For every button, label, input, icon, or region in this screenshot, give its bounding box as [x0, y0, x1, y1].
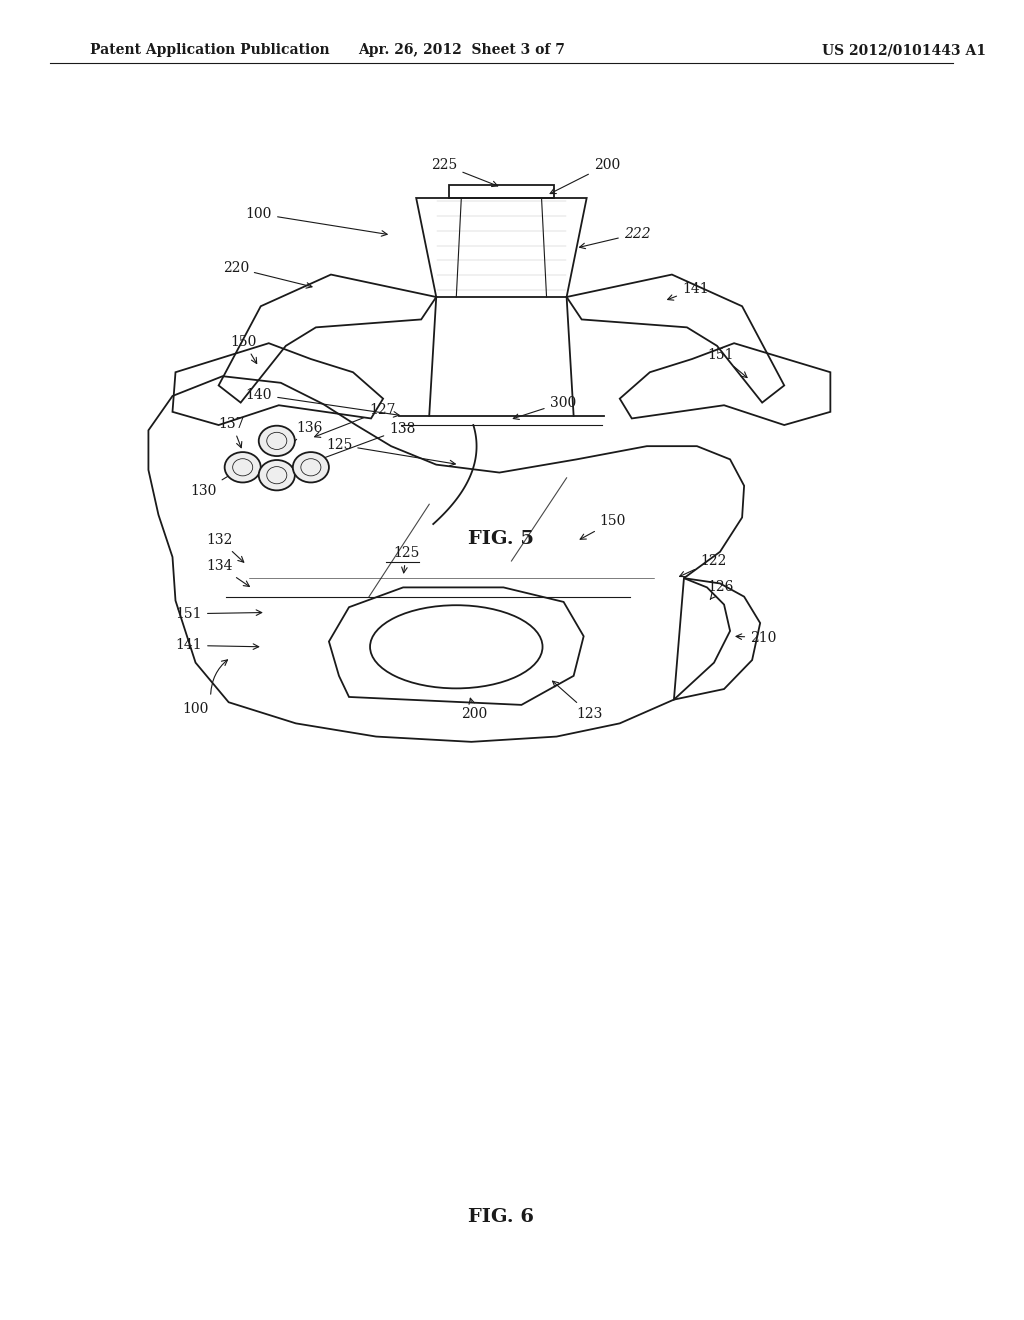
Text: FIG. 6: FIG. 6	[468, 1208, 535, 1226]
Text: 125: 125	[393, 546, 420, 573]
Text: 136: 136	[280, 421, 323, 455]
Text: 123: 123	[553, 681, 603, 721]
Text: Patent Application Publication: Patent Application Publication	[90, 44, 330, 57]
Text: 222: 222	[580, 227, 650, 248]
Text: 134: 134	[207, 560, 250, 586]
Ellipse shape	[224, 451, 261, 483]
Text: US 2012/0101443 A1: US 2012/0101443 A1	[822, 44, 986, 57]
Text: 127: 127	[314, 404, 395, 437]
Text: 138: 138	[316, 422, 416, 461]
Text: 130: 130	[190, 470, 240, 498]
Text: 220: 220	[222, 261, 312, 288]
Text: 122: 122	[680, 554, 726, 577]
Text: 140: 140	[246, 388, 399, 417]
Ellipse shape	[259, 461, 295, 490]
Text: Apr. 26, 2012  Sheet 3 of 7: Apr. 26, 2012 Sheet 3 of 7	[357, 44, 565, 57]
Text: 300: 300	[513, 396, 575, 420]
Text: 200: 200	[461, 698, 487, 721]
Text: 200: 200	[550, 158, 620, 194]
Text: 210: 210	[736, 631, 776, 644]
Text: 100: 100	[246, 207, 387, 236]
Text: 125: 125	[326, 438, 456, 466]
Text: 150: 150	[581, 515, 626, 540]
Text: 141: 141	[175, 639, 259, 652]
Text: 132: 132	[207, 533, 244, 562]
Ellipse shape	[293, 451, 329, 483]
Text: 141: 141	[668, 282, 709, 300]
Text: 151: 151	[707, 348, 748, 378]
Text: 100: 100	[182, 702, 209, 715]
Text: 126: 126	[707, 581, 733, 599]
Ellipse shape	[259, 425, 295, 455]
Text: FIG. 5: FIG. 5	[468, 529, 535, 548]
Text: 137: 137	[218, 417, 245, 447]
Text: 150: 150	[230, 335, 257, 363]
Text: 151: 151	[175, 607, 262, 620]
Text: 225: 225	[431, 158, 498, 186]
